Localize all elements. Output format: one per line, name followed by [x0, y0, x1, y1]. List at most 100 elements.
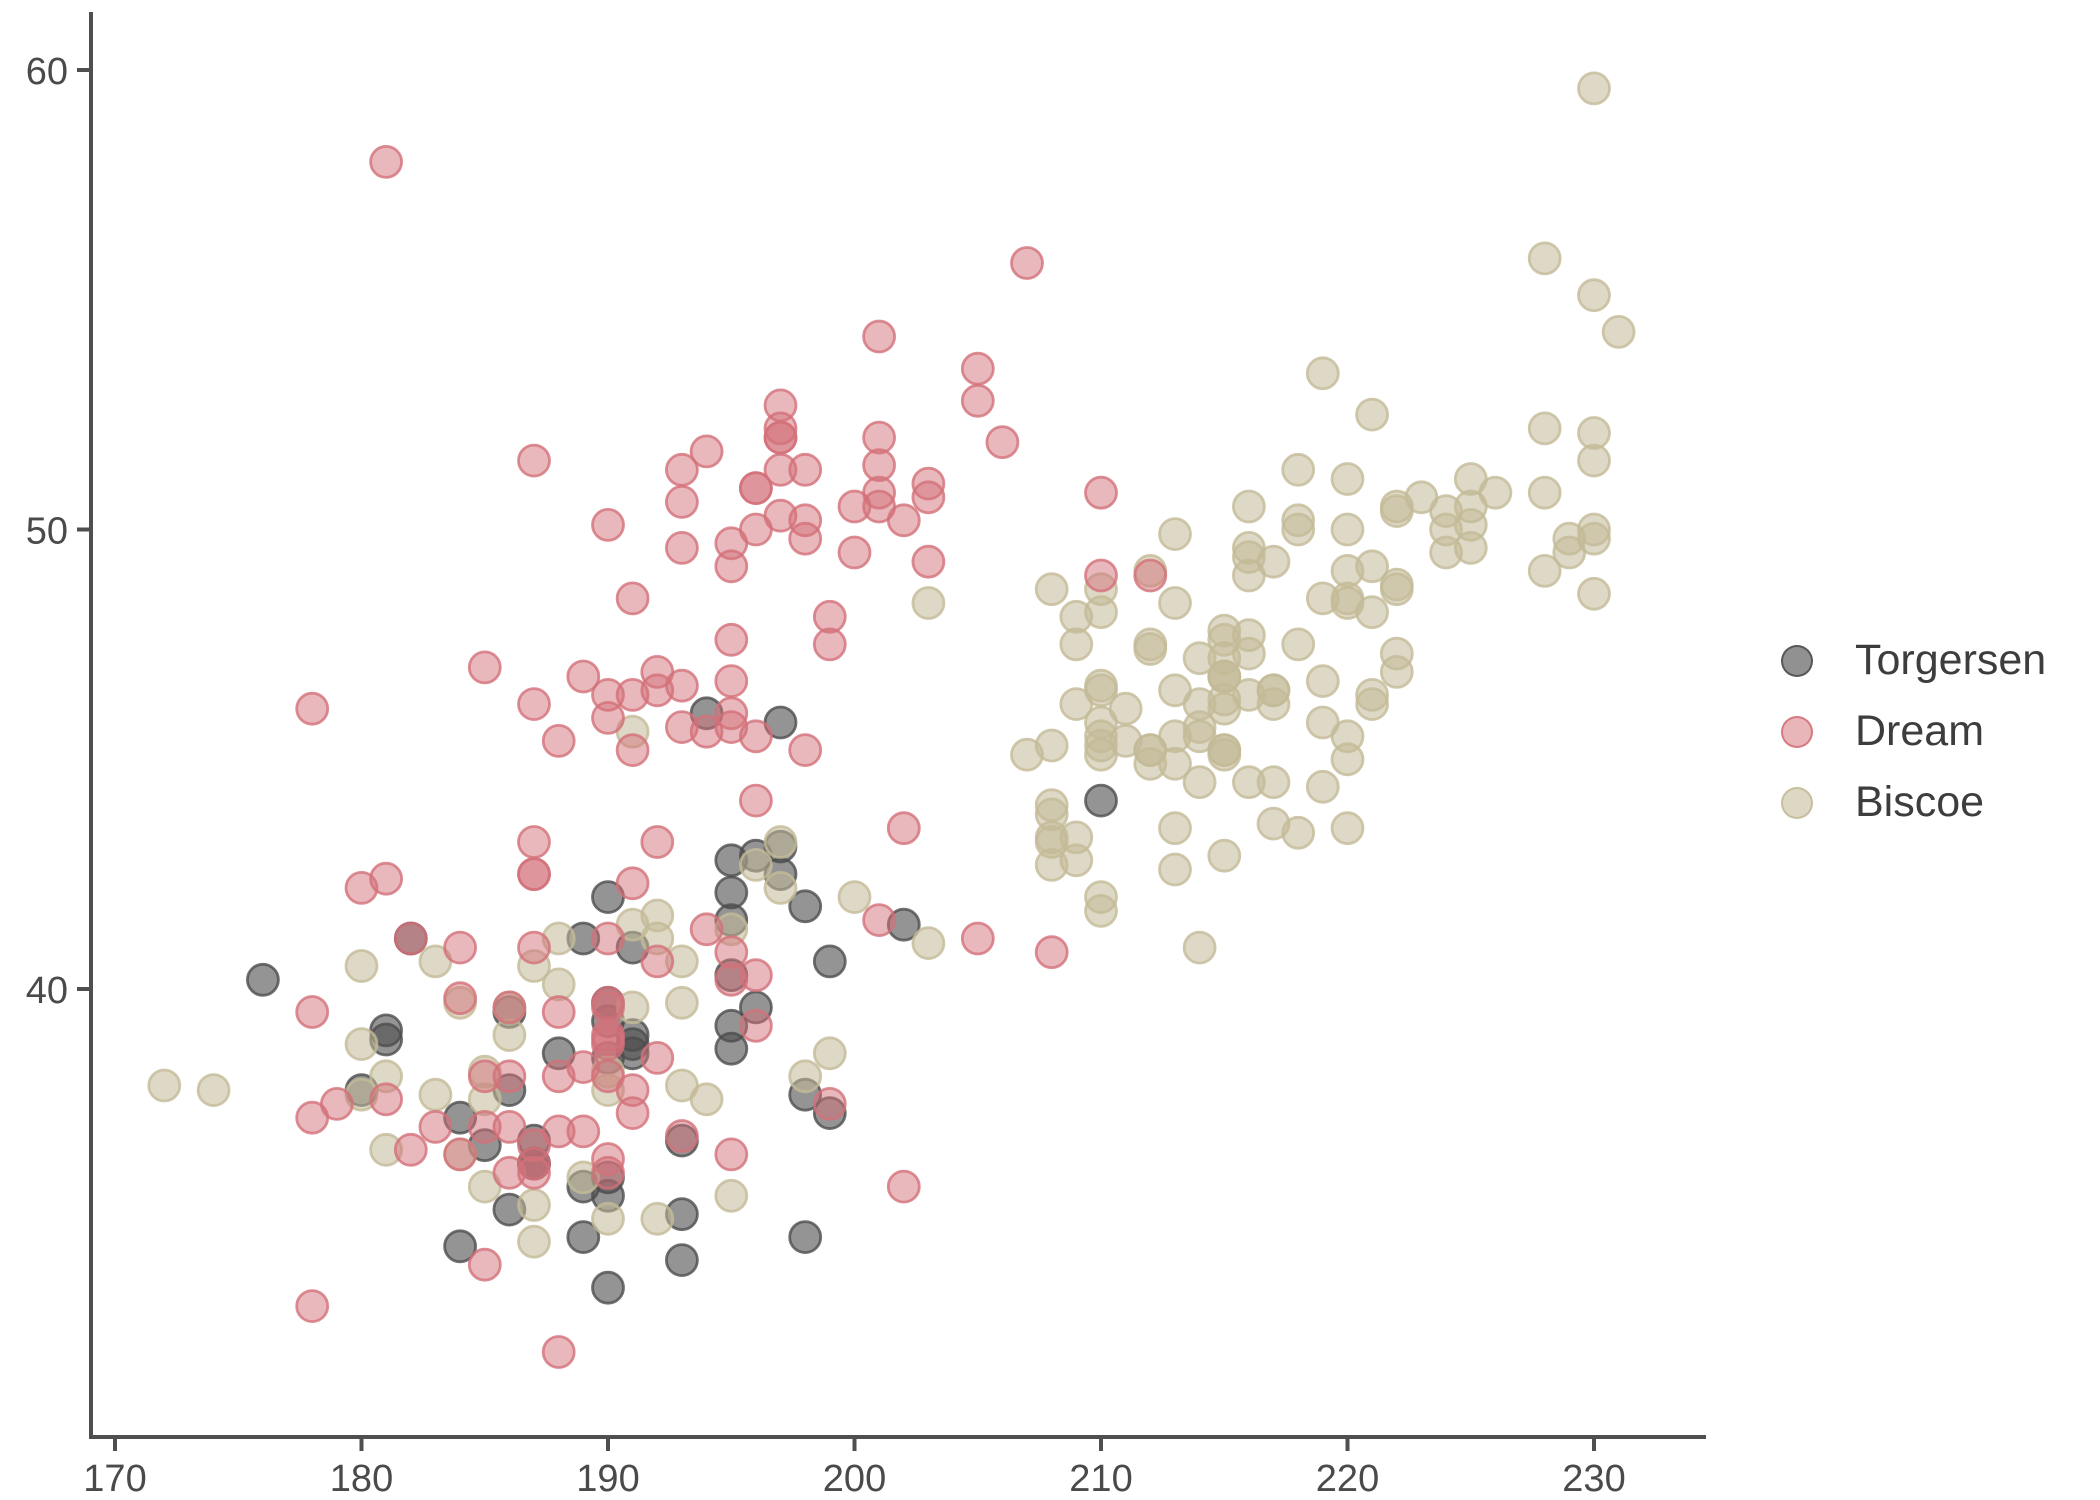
point-biscoe	[1379, 494, 1414, 529]
point-dream	[714, 526, 749, 561]
x-tick-label: 230	[1562, 1458, 1625, 1500]
point-dream	[640, 825, 675, 859]
point-torgersen	[812, 944, 847, 979]
point-dream	[467, 650, 502, 685]
point-dream	[689, 912, 724, 947]
point-dream	[591, 921, 625, 956]
point-biscoe	[911, 586, 946, 620]
point-biscoe	[1527, 554, 1562, 588]
point-dream	[591, 1018, 625, 1052]
point-biscoe	[1453, 462, 1488, 496]
point-dream	[862, 903, 896, 937]
point-biscoe	[344, 949, 379, 983]
point-biscoe	[1527, 241, 1562, 276]
point-biscoe	[763, 825, 798, 859]
point-dream	[960, 351, 995, 386]
point-biscoe	[1577, 71, 1611, 106]
point-biscoe	[1084, 894, 1118, 928]
point-biscoe	[1527, 411, 1562, 446]
point-dream	[393, 921, 428, 956]
point-dream	[812, 1087, 847, 1121]
point-dream	[739, 783, 773, 818]
x-tick-label: 190	[576, 1458, 639, 1500]
point-dream	[665, 484, 699, 519]
point-dream	[541, 1114, 576, 1149]
point-biscoe	[1158, 811, 1192, 846]
point-biscoe	[1182, 765, 1217, 800]
point-dream	[517, 687, 551, 721]
point-biscoe	[788, 1059, 823, 1094]
point-biscoe	[1305, 581, 1340, 616]
legend: Torgersen Dream Biscoe	[1781, 625, 2046, 838]
point-biscoe	[1158, 517, 1192, 551]
point-biscoe	[714, 1178, 749, 1213]
point-biscoe	[911, 926, 946, 960]
legend-label-torgersen: Torgersen	[1855, 636, 2047, 684]
point-dream	[517, 1155, 551, 1190]
point-biscoe	[1133, 733, 1168, 767]
point-biscoe	[812, 1036, 847, 1071]
point-dream	[640, 655, 675, 689]
point-biscoe	[1256, 687, 1291, 721]
point-dream	[862, 448, 896, 483]
point-biscoe	[1305, 664, 1340, 698]
y-tick-label: 60	[26, 51, 68, 93]
point-biscoe	[517, 1188, 551, 1222]
point-dream	[615, 678, 650, 712]
point-biscoe	[1577, 576, 1611, 611]
point-biscoe	[1577, 443, 1611, 478]
point-torgersen	[591, 1270, 625, 1305]
point-dream	[739, 1008, 773, 1043]
point-dream	[517, 443, 551, 478]
point-dream	[541, 1335, 576, 1369]
point-biscoe	[1158, 586, 1192, 620]
point-biscoe	[1232, 489, 1266, 524]
point-biscoe	[1084, 737, 1118, 772]
point-dream	[911, 480, 946, 515]
point-torgersen	[566, 1220, 601, 1254]
point-biscoe	[517, 1224, 551, 1259]
point-torgersen	[665, 1243, 699, 1277]
legend-item-dream: Dream	[1781, 696, 2046, 767]
point-dream	[714, 962, 749, 997]
point-biscoe	[1059, 599, 1094, 634]
x-tick-label: 220	[1316, 1458, 1379, 1500]
x-tick-label: 180	[330, 1458, 393, 1500]
point-biscoe	[1182, 687, 1217, 721]
point-dream	[295, 1289, 330, 1323]
point-dream	[689, 434, 724, 469]
point-biscoe	[1034, 728, 1069, 763]
point-dream	[615, 733, 650, 767]
point-dream	[443, 981, 478, 1016]
point-dream	[492, 990, 527, 1025]
point-biscoe	[1281, 503, 1316, 538]
point-torgersen	[788, 889, 823, 924]
point-dream	[911, 544, 946, 579]
point-biscoe	[418, 1077, 453, 1112]
point-dream	[714, 622, 749, 657]
point-torgersen	[788, 1220, 823, 1254]
point-biscoe	[837, 880, 872, 914]
point-dream	[369, 861, 404, 896]
point-dream	[467, 1247, 502, 1282]
point-dream	[1010, 246, 1044, 280]
point-biscoe	[1256, 765, 1291, 800]
point-dream	[1084, 558, 1118, 593]
point-dream	[665, 531, 699, 565]
point-biscoe	[1330, 462, 1365, 496]
point-dream	[517, 857, 551, 891]
point-dream	[369, 1082, 404, 1117]
point-dream	[541, 724, 576, 758]
point-biscoe	[591, 1201, 625, 1236]
point-dream	[1133, 558, 1168, 593]
point-biscoe	[665, 985, 699, 1020]
y-tick-label: 50	[26, 511, 68, 553]
legend-item-biscoe: Biscoe	[1781, 767, 2046, 838]
point-dream	[714, 710, 749, 744]
point-dream	[960, 383, 995, 418]
point-biscoe	[763, 871, 798, 905]
legend-swatch-torgersen	[1781, 644, 1813, 677]
point-biscoe	[640, 1201, 675, 1236]
point-dream	[319, 1087, 354, 1121]
